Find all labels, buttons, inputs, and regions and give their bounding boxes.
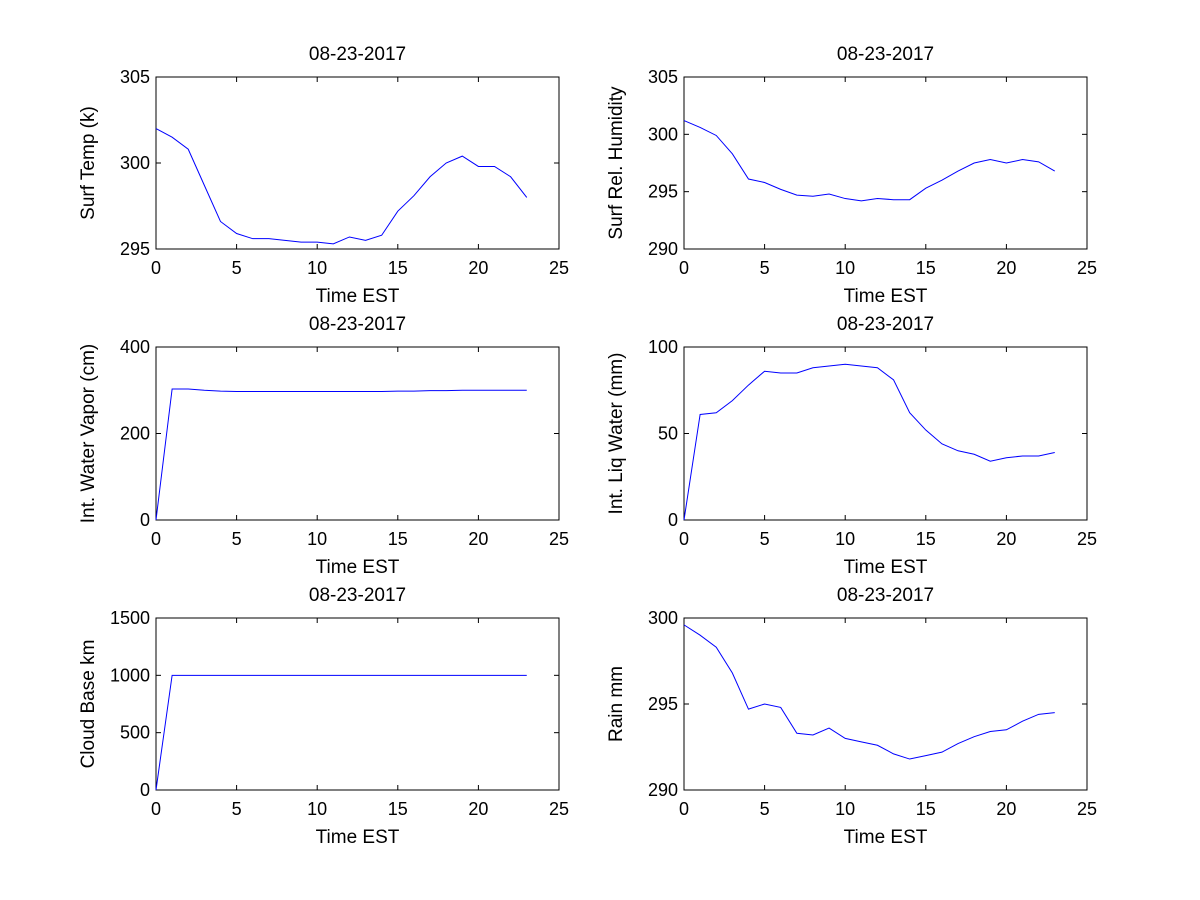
- y-tick-label: 500: [120, 723, 150, 743]
- x-tick-label: 20: [996, 529, 1016, 549]
- y-axis-label: Surf Rel. Humidity: [606, 86, 627, 240]
- y-tick-label: 305: [120, 67, 150, 87]
- x-tick-label: 5: [760, 258, 770, 278]
- axes-frame: [155, 346, 560, 521]
- x-tick-label: 15: [388, 529, 408, 549]
- chart-title: 08-23-2017: [309, 314, 406, 335]
- x-tick-label: 10: [835, 529, 855, 549]
- subplot-6: 0 5 10 15 20 25 290 295 300 08-23-2017 Time EST Rai…: [606, 585, 1097, 848]
- axes-frame: [683, 76, 1088, 250]
- x-axis-label: Time EST: [844, 286, 928, 307]
- x-tick-label: 5: [760, 529, 770, 549]
- series-line: [155, 128, 528, 245]
- axes-frame: [683, 346, 1088, 521]
- x-tick-label: 5: [760, 799, 770, 819]
- x-tick-label: 15: [916, 258, 936, 278]
- x-tick-label: 0: [679, 799, 689, 819]
- x-tick-label: 5: [232, 258, 242, 278]
- x-tick-label: 25: [1077, 529, 1097, 549]
- x-tick-label: 0: [151, 258, 161, 278]
- x-tick-label: 0: [679, 529, 689, 549]
- y-tick-label: 295: [648, 182, 678, 202]
- x-tick-label: 20: [996, 799, 1016, 819]
- y-tick-label: 295: [648, 694, 678, 714]
- x-tick-label: 20: [468, 799, 488, 819]
- y-tick-label: 0: [140, 780, 150, 800]
- y-axis-label: Cloud Base km: [78, 640, 99, 769]
- x-tick-label: 20: [468, 529, 488, 549]
- axes-frame: [683, 617, 1088, 791]
- series-line: [683, 363, 1055, 521]
- y-tick-label: 300: [648, 124, 678, 144]
- x-tick-label: 25: [549, 258, 569, 278]
- y-axis-label: Rain mm: [606, 666, 627, 742]
- y-tick-label: 400: [120, 337, 150, 357]
- x-tick-label: 5: [232, 529, 242, 549]
- x-tick-label: 10: [307, 529, 327, 549]
- series-line: [683, 624, 1055, 760]
- axes-frame: [155, 617, 560, 791]
- x-tick-label: 0: [151, 529, 161, 549]
- chart-title: 08-23-2017: [309, 44, 406, 65]
- x-tick-label: 15: [916, 799, 936, 819]
- y-tick-label: 0: [140, 510, 150, 530]
- y-tick-label: 100: [648, 337, 678, 357]
- x-axis-label: Time EST: [316, 557, 400, 578]
- chart-title: 08-23-2017: [837, 44, 934, 65]
- y-tick-label: 50: [658, 424, 678, 444]
- series-line: [155, 388, 527, 521]
- x-axis-label: Time EST: [316, 827, 400, 848]
- x-tick-label: 10: [835, 258, 855, 278]
- y-axis-label: Int. Water Vapor (cm): [78, 344, 99, 523]
- subplot-5: 0 5 10 15 20 25 0 500 1000 1500 08-23-2017 Time EST…: [78, 585, 569, 848]
- subplot-3: 0 5 10 15 20 25 0 200 400 08-23-2017 Time EST Int. …: [78, 314, 569, 578]
- x-tick-label: 20: [468, 258, 488, 278]
- y-tick-label: 1000: [110, 665, 150, 685]
- subplot-4: 0 5 10 15 20 25 0 50 100 08-23-2017 Time EST Int. L…: [606, 314, 1097, 578]
- x-axis-label: Time EST: [844, 557, 928, 578]
- y-tick-label: 200: [120, 424, 150, 444]
- y-tick-label: 0: [668, 510, 678, 530]
- series-line: [155, 674, 527, 791]
- x-tick-label: 10: [835, 799, 855, 819]
- y-tick-label: 295: [120, 239, 150, 259]
- x-tick-label: 0: [151, 799, 161, 819]
- x-tick-label: 25: [549, 529, 569, 549]
- x-tick-label: 15: [388, 258, 408, 278]
- subplot-2: 0 5 10 15 20 25 290 295 300 305 08-23-2017 Time EST…: [606, 44, 1097, 307]
- y-tick-label: 305: [648, 67, 678, 87]
- x-tick-label: 5: [232, 799, 242, 819]
- x-tick-label: 10: [307, 258, 327, 278]
- subplot-1: 0 5 10 15 20 25 295 300 305 08-23-2017 Time EST Sur…: [78, 44, 569, 307]
- y-tick-label: 290: [648, 780, 678, 800]
- y-axis-label: Int. Liq Water (mm): [606, 353, 627, 515]
- y-tick-label: 300: [120, 153, 150, 173]
- x-tick-label: 0: [679, 258, 689, 278]
- x-tick-label: 15: [916, 529, 936, 549]
- x-tick-label: 10: [307, 799, 327, 819]
- x-tick-label: 25: [1077, 799, 1097, 819]
- y-axis-label: Surf Temp (k): [78, 106, 99, 220]
- x-tick-label: 15: [388, 799, 408, 819]
- chart-title: 08-23-2017: [309, 585, 406, 606]
- x-tick-label: 25: [549, 799, 569, 819]
- chart-title: 08-23-2017: [837, 585, 934, 606]
- y-tick-label: 300: [648, 608, 678, 628]
- x-axis-label: Time EST: [316, 286, 400, 307]
- series-line: [683, 120, 1056, 202]
- x-axis-label: Time EST: [844, 827, 928, 848]
- y-tick-label: 1500: [110, 608, 150, 628]
- x-tick-label: 20: [996, 258, 1016, 278]
- chart-title: 08-23-2017: [837, 314, 934, 335]
- y-tick-label: 290: [648, 239, 678, 259]
- axes-frame: [155, 76, 560, 250]
- x-tick-label: 25: [1077, 258, 1097, 278]
